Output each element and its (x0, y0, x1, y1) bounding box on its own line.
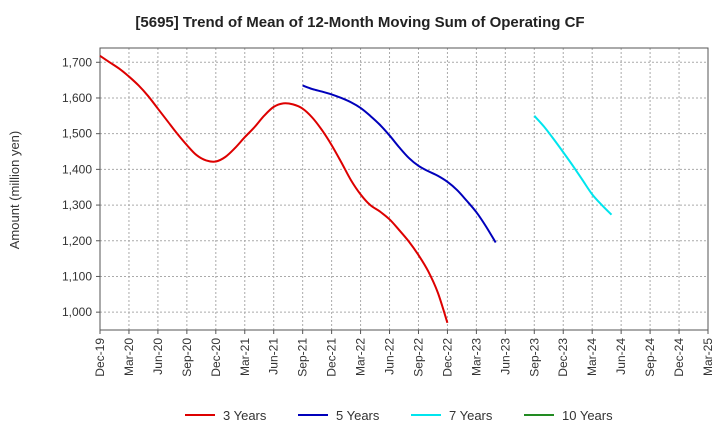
x-tick-label: Mar-25 (701, 338, 715, 376)
y-tick-label: 1,200 (62, 234, 92, 248)
legend-label: 10 Years (562, 408, 613, 423)
y-tick-label: 1,000 (62, 305, 92, 319)
x-tick-label: Mar-20 (122, 338, 136, 376)
x-tick-label: Sep-23 (527, 338, 541, 377)
legend-label: 3 Years (223, 408, 267, 423)
y-tick-label: 1,700 (62, 55, 92, 69)
x-tick-label: Mar-22 (354, 338, 368, 376)
series-line-5-years (302, 84, 497, 244)
x-tick-label: Sep-24 (643, 338, 657, 377)
y-tick-label: 1,300 (62, 198, 92, 212)
y-tick-label: 1,400 (62, 162, 92, 176)
y-tick-label: 1,600 (62, 91, 92, 105)
series-lines (99, 55, 613, 324)
x-tick-label: Sep-21 (296, 338, 310, 377)
y-tick-label: 1,100 (62, 269, 92, 283)
legend-label: 7 Years (449, 408, 493, 423)
grid (99, 48, 709, 330)
y-axis-ticks: 1,000 1,100 1,200 1,300 1,400 1,500 1,600 1,700 (62, 55, 100, 319)
x-tick-label: Jun-24 (614, 338, 628, 375)
x-tick-label: Jun-23 (498, 338, 512, 375)
x-tick-label: Mar-21 (238, 338, 252, 376)
x-tick-label: Jun-22 (383, 338, 397, 375)
plot-area-frame (99, 47, 709, 331)
x-tick-label: Dec-23 (556, 338, 570, 377)
x-tick-label: Dec-21 (325, 338, 339, 377)
x-tick-label: Sep-22 (411, 338, 425, 377)
x-tick-label: Jun-20 (151, 338, 165, 375)
x-tick-label: Dec-24 (672, 338, 686, 377)
series-line-7-years (533, 115, 613, 216)
x-tick-label: Mar-23 (469, 338, 483, 376)
y-tick-label: 1,500 (62, 127, 92, 141)
y-axis-label: Amount (million yen) (7, 131, 22, 250)
x-axis-ticks: Dec-19 Mar-20 Jun-20 Sep-20 Dec-20 Mar-21 Jun-… (93, 330, 715, 377)
x-tick-label: Sep-20 (180, 338, 194, 377)
chart-title: [5695] Trend of Mean of 12-Month Moving … (135, 14, 584, 31)
legend-label: 5 Years (336, 408, 380, 423)
x-tick-label: Mar-24 (585, 338, 599, 376)
x-tick-label: Dec-22 (440, 338, 454, 377)
legend: 3 Years 5 Years 7 Years 10 Years (185, 408, 613, 423)
x-tick-label: Dec-19 (93, 338, 107, 377)
x-tick-label: Jun-21 (267, 338, 281, 375)
series-line-3-years (99, 55, 449, 324)
x-tick-label: Dec-20 (209, 338, 223, 377)
